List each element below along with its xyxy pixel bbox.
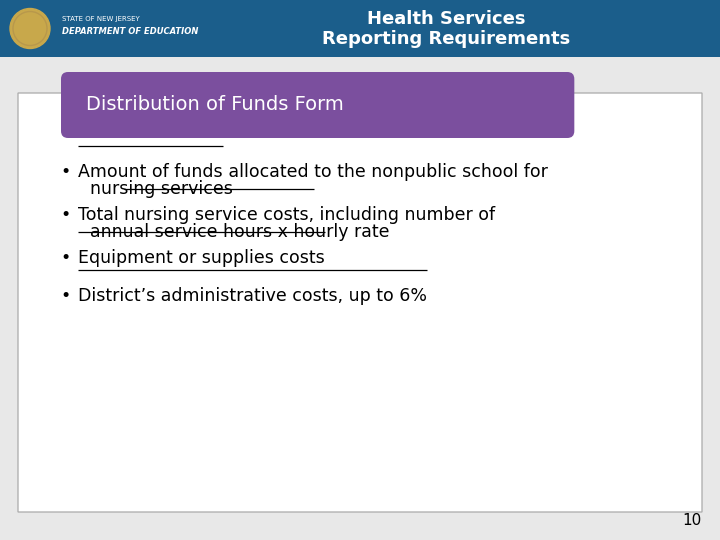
FancyBboxPatch shape <box>18 93 702 512</box>
Text: nursing service costs,: nursing service costs, <box>125 206 315 224</box>
Text: including number of: including number of <box>315 206 495 224</box>
Text: Distribution of Funds Form: Distribution of Funds Form <box>86 96 343 114</box>
Circle shape <box>10 9 50 49</box>
Text: •: • <box>60 206 71 224</box>
Text: 10: 10 <box>683 513 702 528</box>
FancyBboxPatch shape <box>61 72 575 138</box>
Text: DEPARTMENT OF EDUCATION: DEPARTMENT OF EDUCATION <box>62 27 199 36</box>
Text: Equipment or supplies costs: Equipment or supplies costs <box>78 249 325 267</box>
Text: Reporting Requirements: Reporting Requirements <box>323 30 570 48</box>
Text: District’s administrative costs, up to 6%: District’s administrative costs, up to 6… <box>78 287 427 305</box>
Text: nursing services: nursing services <box>90 180 233 198</box>
Text: allocated to the nonpublic school for: allocated to the nonpublic school for <box>222 163 547 181</box>
Bar <box>0 0 720 57</box>
Text: •: • <box>60 163 71 181</box>
Text: Health Services: Health Services <box>367 10 526 28</box>
Text: •: • <box>60 249 71 267</box>
Text: Amount of funds: Amount of funds <box>78 163 222 181</box>
Text: STATE OF NEW JERSEY: STATE OF NEW JERSEY <box>62 16 140 22</box>
Text: annual service hours x hourly rate: annual service hours x hourly rate <box>90 223 390 241</box>
Text: Total: Total <box>78 206 125 224</box>
Text: •: • <box>60 287 71 305</box>
